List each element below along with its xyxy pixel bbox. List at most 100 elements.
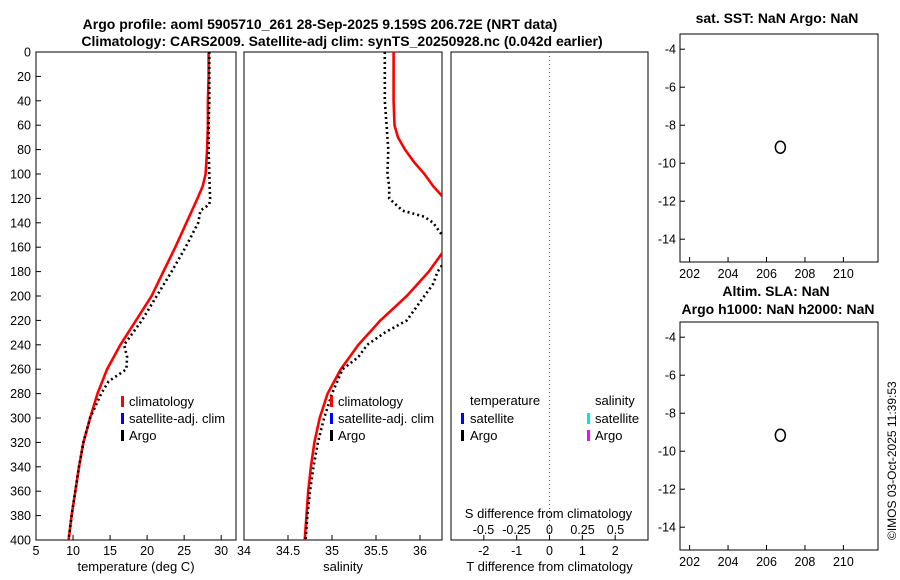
temperature-x-axis-label: temperature (deg C) bbox=[77, 559, 194, 574]
temperature-legend-header: temperature bbox=[470, 393, 540, 408]
depth-tick-label: 140 bbox=[10, 216, 31, 230]
depth-tick-label: 360 bbox=[10, 485, 31, 499]
salinity-legend-argo-swatch bbox=[330, 430, 333, 441]
salinity-x-tick-label: 36 bbox=[413, 544, 427, 558]
salinity-legend-climatology-swatch bbox=[330, 396, 333, 407]
sla-map-lon-tick-label: 204 bbox=[718, 555, 739, 569]
difference-legend-temp-satellite-swatch bbox=[461, 413, 464, 424]
salinity-difference-tick-label: 0.25 bbox=[570, 523, 594, 537]
sla-panel-title-line1: Altim. SLA: NaN bbox=[722, 283, 829, 299]
depth-tick-label: 100 bbox=[10, 168, 31, 182]
sst-panel-title: sat. SST: NaN Argo: NaN bbox=[696, 10, 859, 26]
salinity-legend-label: Argo bbox=[338, 428, 365, 443]
temperature-legend-climatology-swatch bbox=[121, 396, 124, 407]
salinity-x-tick-label: 34 bbox=[237, 544, 251, 558]
salinity-difference-tick-label: -0.5 bbox=[473, 523, 495, 537]
sst-map-lat-tick-label: -10 bbox=[658, 157, 676, 171]
temperature-x-tick-label: 10 bbox=[66, 544, 80, 558]
difference-x-tick-label: 0 bbox=[546, 544, 553, 558]
temperature-x-tick-label: 5 bbox=[33, 544, 40, 558]
sst-map-lat-tick-label: -14 bbox=[658, 233, 676, 247]
salinity-legend-item: Argo bbox=[595, 428, 622, 443]
temperature-legend-satellite-swatch bbox=[121, 413, 124, 424]
difference-x-tick-label: -2 bbox=[478, 544, 489, 558]
sla-map-lat-tick-label: -8 bbox=[665, 407, 676, 421]
salinity-legend-header: salinity bbox=[595, 393, 635, 408]
main-title-line2: Climatology: CARS2009. Satellite-adj cli… bbox=[81, 33, 602, 49]
sla-map-lon-tick-label: 202 bbox=[679, 555, 700, 569]
salinity-series-climatology-line bbox=[392, 52, 442, 197]
depth-tick-label: 80 bbox=[17, 143, 31, 157]
depth-tick-label: 320 bbox=[10, 436, 31, 450]
depth-tick-label: 260 bbox=[10, 363, 31, 377]
sst-map-frame bbox=[679, 33, 879, 263]
sla-map-lon-tick-label: 210 bbox=[833, 555, 854, 569]
temperature-legend-item: Argo bbox=[470, 428, 497, 443]
temperature-legend-label: Argo bbox=[129, 428, 156, 443]
depth-tick-label: 300 bbox=[10, 412, 31, 426]
temperature-x-tick-label: 30 bbox=[214, 544, 228, 558]
temperature-x-tick-label: 25 bbox=[177, 544, 191, 558]
sst-map-lon-tick-label: 208 bbox=[795, 267, 816, 281]
sla-map-profile-location-marker bbox=[774, 428, 787, 442]
depth-tick-label: 120 bbox=[10, 192, 31, 206]
salinity-difference-axis-label: S difference from climatology bbox=[465, 506, 633, 521]
salinity-legend-satellite-swatch bbox=[330, 413, 333, 424]
sst-map-lat-tick-label: -6 bbox=[665, 81, 676, 95]
temperature-legend-label: satellite-adj. clim bbox=[129, 411, 225, 426]
sst-map-lon-tick-label: 206 bbox=[756, 267, 777, 281]
salinity-x-tick-label: 35 bbox=[325, 544, 339, 558]
depth-tick-label: 240 bbox=[10, 338, 31, 352]
sla-panel-title-line2: Argo h1000: NaN h2000: NaN bbox=[682, 301, 875, 317]
sst-map-lon-tick-label: 210 bbox=[833, 267, 854, 281]
temperature-legend-item: satellite bbox=[470, 411, 514, 426]
main-title-line1: Argo profile: aoml 5905710_261 28-Sep-20… bbox=[83, 16, 558, 32]
salinity-series-argo-line-1 bbox=[304, 264, 442, 540]
sst-map-lat-tick-label: -12 bbox=[658, 195, 676, 209]
temperature-x-tick-label: 15 bbox=[103, 544, 117, 558]
depth-tick-label: 220 bbox=[10, 314, 31, 328]
salinity-difference-tick-label: 0.5 bbox=[607, 523, 624, 537]
temperature-legend-argo-swatch bbox=[121, 430, 124, 441]
depth-tick-label: 380 bbox=[10, 509, 31, 523]
depth-tick-label: 180 bbox=[10, 265, 31, 279]
difference-legend-sal-argo-swatch bbox=[587, 430, 590, 441]
difference-x-tick-label: 2 bbox=[612, 544, 619, 558]
temperature-series-argo-line bbox=[67, 52, 212, 540]
sla-map-lat-tick-label: -12 bbox=[658, 483, 676, 497]
depth-tick-label: 280 bbox=[10, 387, 31, 401]
salinity-x-tick-label: 34.5 bbox=[276, 544, 300, 558]
salinity-series-climatology-line-1 bbox=[303, 252, 442, 540]
sst-map-lon-tick-label: 202 bbox=[679, 267, 700, 281]
depth-tick-label: 20 bbox=[17, 70, 31, 84]
difference-legend-sal-satellite-swatch bbox=[587, 413, 590, 424]
depth-tick-label: 200 bbox=[10, 290, 31, 304]
salinity-difference-tick-label: -0.25 bbox=[502, 523, 531, 537]
sla-map-lat-tick-label: -6 bbox=[665, 369, 676, 383]
difference-legend-temp-argo-swatch bbox=[461, 430, 464, 441]
depth-tick-label: 60 bbox=[17, 119, 31, 133]
depth-tick-label: 400 bbox=[10, 534, 31, 548]
salinity-legend-item: satellite bbox=[595, 411, 639, 426]
depth-tick-label: 340 bbox=[10, 460, 31, 474]
sla-map-lat-tick-label: -10 bbox=[658, 445, 676, 459]
temperature-x-tick-label: 20 bbox=[140, 544, 154, 558]
sla-map-lon-tick-label: 208 bbox=[795, 555, 816, 569]
salinity-legend-label: climatology bbox=[338, 394, 404, 409]
depth-tick-label: 40 bbox=[17, 94, 31, 108]
temperature-legend-label: climatology bbox=[129, 394, 195, 409]
sla-map-lat-tick-label: -14 bbox=[658, 521, 676, 535]
difference-x-axis-label: T difference from climatology bbox=[466, 559, 633, 574]
sla-map-frame bbox=[679, 321, 879, 551]
depth-tick-label: 160 bbox=[10, 241, 31, 255]
sst-map-profile-location-marker bbox=[774, 140, 787, 154]
temperature-plot-frame bbox=[35, 51, 237, 541]
difference-x-tick-label: 1 bbox=[579, 544, 586, 558]
sst-map-lon-tick-label: 204 bbox=[718, 267, 739, 281]
sst-map-lat-tick-label: -8 bbox=[665, 119, 676, 133]
salinity-legend-label: satellite-adj. clim bbox=[338, 411, 434, 426]
timestamp-label: ©IMOS 03-Oct-2025 11:39:53 bbox=[885, 381, 899, 540]
salinity-x-axis-label: salinity bbox=[323, 559, 363, 574]
salinity-plot-frame bbox=[243, 51, 443, 541]
